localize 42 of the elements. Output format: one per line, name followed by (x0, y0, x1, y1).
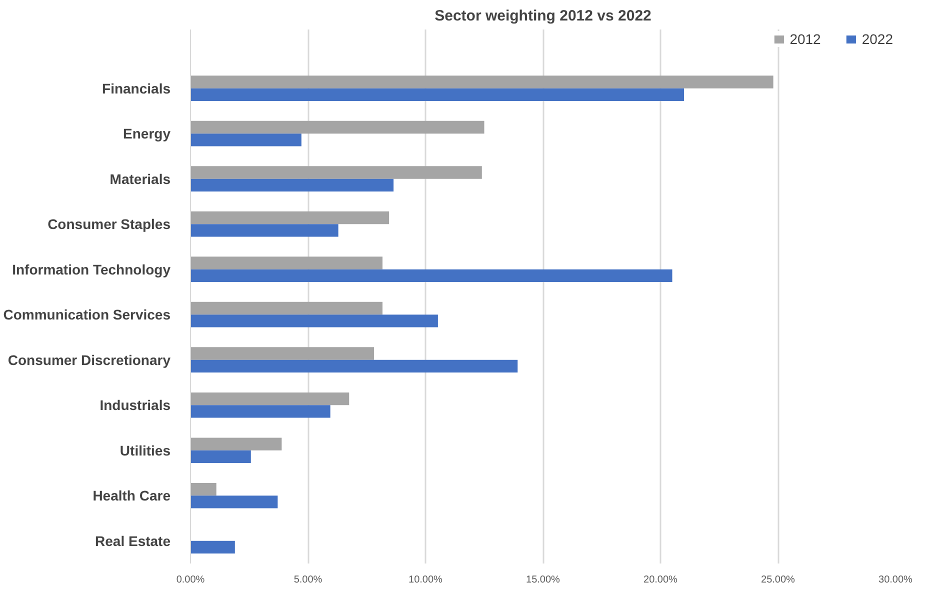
x-tick-label: 15.00% (526, 574, 560, 586)
bar (190, 482, 216, 496)
y-tick-label: Communication Services (3, 306, 171, 323)
bar (190, 224, 338, 237)
x-tick-label: 0.00% (176, 574, 205, 586)
legend-label: 2012 (790, 31, 821, 47)
bar (190, 120, 484, 134)
y-tick-label: Consumer Discretionary (8, 352, 171, 368)
bar (190, 450, 251, 464)
bar (190, 438, 282, 450)
bar (190, 392, 350, 406)
bar (190, 166, 482, 179)
bar (190, 256, 382, 270)
y-tick-label: Energy (123, 126, 171, 142)
bar (190, 405, 330, 418)
bar (190, 211, 390, 224)
bar (190, 360, 518, 373)
bar (190, 347, 374, 360)
legend-label: 2022 (862, 31, 893, 47)
bar (190, 540, 235, 554)
bar (190, 76, 774, 88)
bar (190, 178, 394, 192)
x-tick-label: 10.00% (408, 574, 443, 586)
x-tick-label: 30.00% (878, 574, 913, 586)
y-tick-label: Industrials (100, 397, 171, 414)
bar (190, 496, 278, 508)
y-tick-label: Real Estate (95, 532, 171, 549)
x-tick-label: 5.00% (294, 574, 322, 586)
y-tick-label: Utilities (120, 442, 171, 458)
y-tick-label: Materials (110, 170, 171, 187)
bar (190, 134, 302, 146)
bar (190, 302, 382, 315)
bar (190, 314, 438, 328)
y-tick-label: Information Technology (12, 261, 171, 278)
y-tick-label: Health Care (92, 488, 171, 504)
y-tick-label: Financials (102, 80, 171, 96)
y-tick-label: Consumer Staples (48, 216, 171, 232)
chart-title: Sector weighting 2012 vs 2022 (434, 8, 652, 24)
x-tick-label: 25.00% (761, 574, 796, 586)
x-tick-label: 20.00% (644, 574, 678, 586)
bar (190, 269, 672, 282)
bar (190, 88, 684, 101)
